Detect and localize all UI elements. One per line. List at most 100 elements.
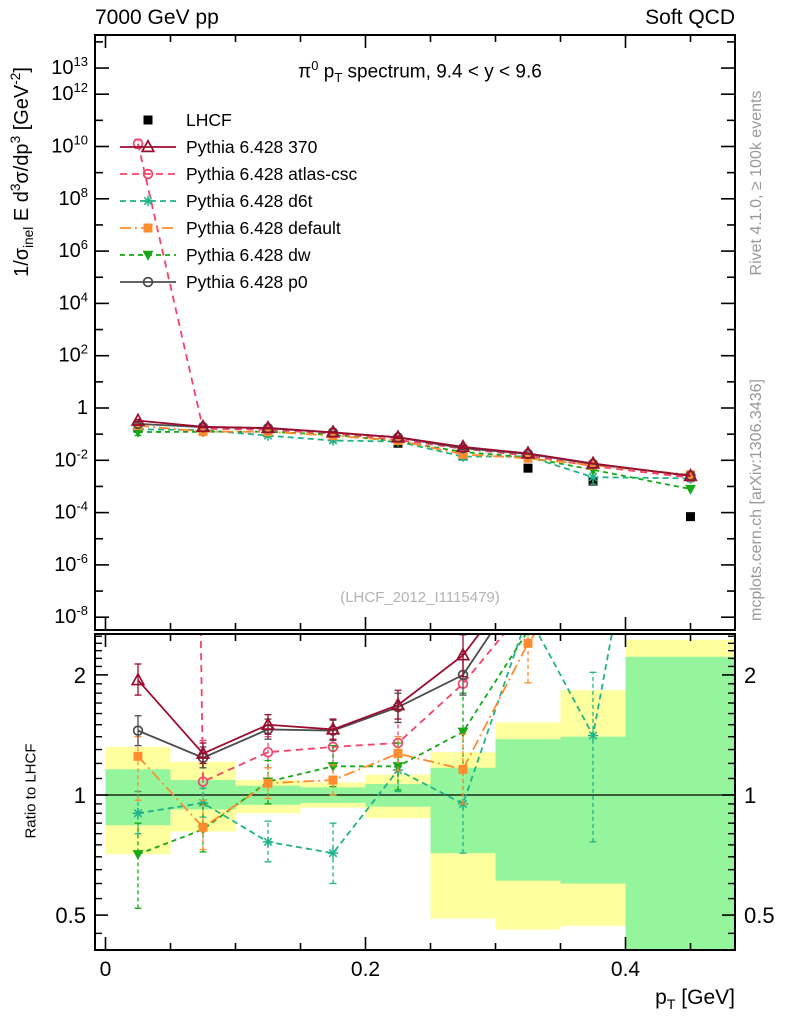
legend-item-lhcf: LHCF <box>143 110 232 130</box>
analysis-watermark: (LHCF_2012_I1115479) <box>340 589 500 606</box>
marker-d6t <box>587 472 599 483</box>
marker-p370 <box>520 445 536 459</box>
marker-atlas_csc <box>262 746 274 758</box>
process-group-label: Soft QCD <box>645 6 735 29</box>
legend-marker-atlas_csc <box>142 168 154 180</box>
marker-p370 <box>587 521 599 532</box>
marker-dw <box>132 427 144 438</box>
marker-p370 <box>325 721 341 735</box>
y-tick-label: 10-2 <box>54 446 88 471</box>
y-tick-label: 1012 <box>51 80 88 105</box>
marker-p370 <box>685 168 697 179</box>
ratio-tick-label-left: 0.5 <box>55 903 86 928</box>
legend-label-d6t: Pythia 6.428 d6t <box>186 191 313 211</box>
rivet-version-note: Rivet 4.1.0, ≥ 100k events <box>748 90 765 276</box>
marker-p370 <box>195 745 211 759</box>
marker-d6t <box>197 797 209 809</box>
marker-p370 <box>455 647 471 661</box>
marker-default <box>393 436 403 446</box>
marker-default <box>328 431 338 441</box>
marker-d6t <box>587 730 599 741</box>
ratio-panel-series <box>130 165 697 909</box>
marker-default <box>588 460 598 470</box>
y-axis-title-ratio: Ratio to LHCF <box>22 743 40 839</box>
beam-energy-label: 7000 GeV pp <box>95 6 219 29</box>
marker-atlas_csc <box>686 196 695 205</box>
legend-label-p0: Pythia 6.428 p0 <box>186 272 308 292</box>
legend-marker-p370 <box>140 139 156 153</box>
legend-marker-lhcf <box>143 115 153 125</box>
marker-p370 <box>325 424 341 438</box>
ratio-tick-label-right: 1 <box>744 783 756 808</box>
marker-p370 <box>390 697 406 711</box>
legend-label-dw: Pythia 6.428 dw <box>186 245 311 265</box>
marker-atlas_csc <box>132 138 144 149</box>
legend-label-lhcf: LHCF <box>186 110 232 130</box>
band-green <box>625 656 734 949</box>
legend-item-p0: Pythia 6.428 p0 <box>120 272 308 292</box>
marker-default <box>458 764 468 774</box>
marker-p0 <box>589 530 598 539</box>
legend-item-p370: Pythia 6.428 370 <box>120 137 318 157</box>
y-tick-label: 10-8 <box>54 603 88 628</box>
marker-p0 <box>686 165 695 174</box>
legend-item-atlas_csc: Pythia 6.428 atlas-csc <box>120 164 357 184</box>
ratio-frame <box>94 633 736 951</box>
x-tick-label: 0 <box>100 958 112 981</box>
ratio-tick-label-left: 1 <box>74 783 86 808</box>
legend-marker-d6t <box>142 195 154 207</box>
legend-item-default: Pythia 6.428 default <box>120 218 341 238</box>
plot-title: π0 pT spectrum, 9.4 < y < 9.6 <box>298 58 542 86</box>
marker-p370 <box>522 563 534 574</box>
legend-marker-default <box>143 223 153 233</box>
marker-p370 <box>260 419 276 434</box>
marker-default <box>458 449 468 459</box>
x-axis-title: pT [GeV] <box>655 986 735 1014</box>
ratio-tick-label-right: 2 <box>744 663 756 688</box>
series-line-default <box>137 424 691 476</box>
legend: LHCF Pythia 6.428 370 Pythia 6.428 atlas-c… <box>120 110 357 292</box>
marker-default <box>133 751 143 761</box>
marker-dw <box>457 727 469 738</box>
marker-default <box>198 822 208 832</box>
marker-d6t <box>685 206 695 216</box>
marker-p370 <box>130 412 146 426</box>
ratio-tick-label-left: 2 <box>74 663 86 688</box>
marker-dw <box>685 484 696 495</box>
legend-label-default: Pythia 6.428 default <box>186 218 341 238</box>
marker-dw <box>527 635 529 637</box>
marker-d6t <box>327 847 339 859</box>
x-tick-label: 0.4 <box>611 958 641 981</box>
marker-atlas_csc <box>589 562 598 571</box>
spectrum-frame <box>94 34 736 631</box>
marker-p0 <box>524 574 533 583</box>
y-tick-label: 10-4 <box>54 499 88 524</box>
legend-marker-dw <box>142 250 154 261</box>
x-tick-label: 0.2 <box>351 958 380 981</box>
marker-p370 <box>585 455 601 469</box>
y-tick-label: 104 <box>59 289 88 314</box>
marker-dw <box>588 619 599 629</box>
marker-p370 <box>683 467 698 482</box>
legend-marker-p0 <box>142 276 154 288</box>
marker-default <box>263 778 273 788</box>
marker-p370 <box>130 672 146 686</box>
y-tick-label: 1013 <box>51 54 88 79</box>
marker-d6t <box>132 808 144 819</box>
legend-label-atlas_csc: Pythia 6.428 atlas-csc <box>186 164 357 184</box>
marker-default <box>328 775 338 785</box>
legend-item-d6t: Pythia 6.428 d6t <box>120 191 313 211</box>
y-tick-label: 1 <box>77 397 88 419</box>
y-tick-label: 102 <box>59 342 88 367</box>
marker-default <box>393 749 403 759</box>
series-line-d6t <box>137 428 691 480</box>
y-tick-label: 10-6 <box>54 551 88 576</box>
marker-p370 <box>455 438 471 453</box>
marker-atlas_csc <box>197 776 209 787</box>
marker-p370 <box>195 418 211 433</box>
marker-d6t <box>262 836 274 848</box>
y-tick-label: 106 <box>59 237 88 262</box>
marker-lhcf <box>686 512 695 522</box>
